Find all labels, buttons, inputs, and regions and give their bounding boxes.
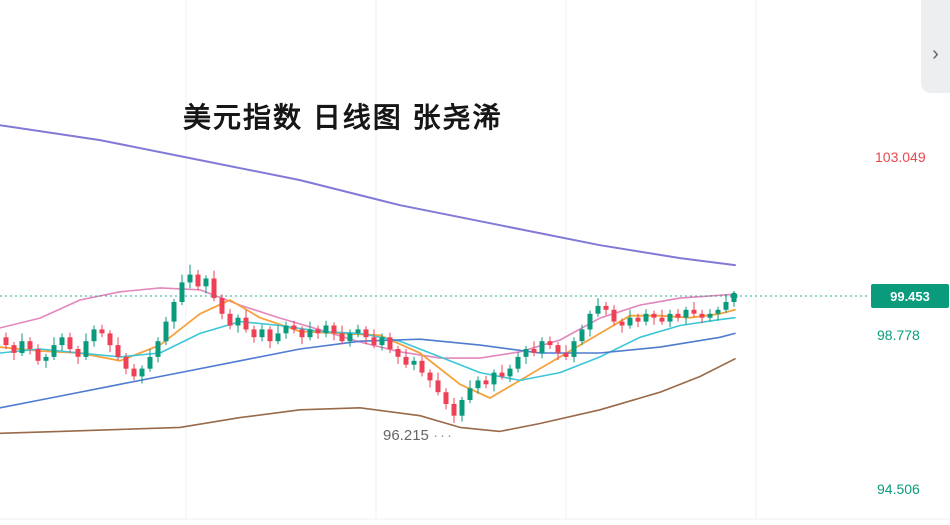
current-price-badge: 99.453	[871, 284, 949, 308]
leader-dots-icon: ···	[433, 427, 455, 444]
side-panel-edge: ›	[921, 0, 950, 93]
boll-lower-brown	[0, 358, 736, 435]
price-label-secondary: 98.778	[877, 327, 920, 343]
current-price-value: 99.453	[890, 288, 930, 304]
price-label-high: 103.049	[875, 149, 926, 165]
swing-low-label: 96.215 ···	[383, 427, 454, 444]
ma-long-purple	[0, 124, 736, 267]
price-label-low: 94.506	[877, 481, 920, 497]
overlay-lines	[0, 124, 736, 435]
candles-layer	[3, 264, 737, 423]
expand-panel-button[interactable]: ›	[928, 42, 943, 66]
chart-title: 美元指数 日线图 张尧浠	[183, 102, 503, 133]
last-price-dot	[730, 292, 738, 300]
swing-low-value: 96.215	[383, 427, 429, 444]
